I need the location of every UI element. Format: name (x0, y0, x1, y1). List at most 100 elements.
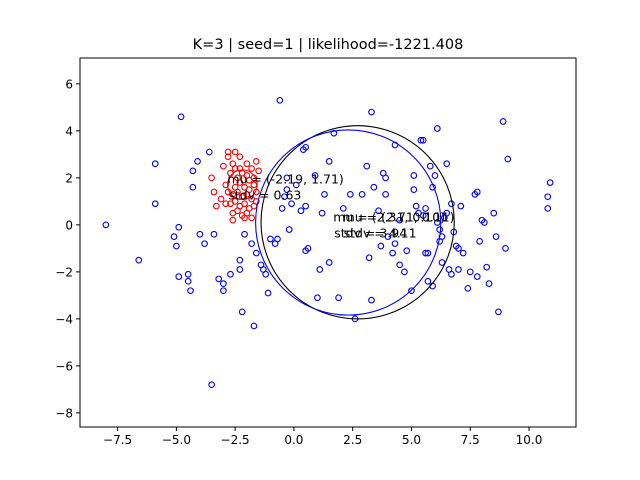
data-point (473, 188, 481, 196)
data-point (276, 96, 284, 104)
data-point (375, 207, 382, 215)
y-tick-label: 0 (65, 218, 73, 232)
data-point (210, 188, 218, 196)
data-point (297, 207, 305, 215)
data-point (401, 268, 408, 276)
data-point (396, 216, 404, 224)
data-point (252, 249, 260, 257)
data-point (278, 205, 286, 212)
data-point (238, 308, 246, 316)
data-point (448, 270, 455, 278)
data-point (492, 233, 500, 240)
data-point (502, 245, 509, 252)
data-point (433, 219, 441, 226)
data-point (318, 209, 326, 217)
y-tick-label: −6 (55, 359, 73, 373)
data-point (495, 308, 502, 316)
data-point (220, 280, 227, 287)
y-tick-label: −4 (55, 312, 73, 326)
data-point (339, 205, 347, 212)
y-tick-label: −8 (55, 406, 73, 420)
component-mu-label: mu = (2.71, 0.11) (343, 209, 455, 224)
data-point (473, 273, 481, 280)
data-point (382, 174, 389, 182)
data-point (212, 202, 220, 210)
data-point (431, 172, 439, 179)
data-point (227, 270, 234, 278)
data-point (102, 221, 110, 229)
data-point (241, 200, 248, 208)
data-point (262, 270, 270, 278)
data-point (455, 245, 462, 252)
data-point (433, 125, 441, 132)
component-labels-layer: mu = (-2.19, 1.71)stdv = 0.63 mu = (2.71,… (227, 172, 454, 241)
component-circles-layer (227, 125, 455, 320)
data-point (325, 158, 333, 165)
y-tick-label: −2 (55, 265, 73, 279)
data-point (224, 153, 232, 161)
data-point (321, 190, 328, 198)
data-point (410, 172, 418, 179)
data-point (436, 226, 444, 233)
data-point (184, 277, 192, 285)
data-point (410, 186, 418, 193)
data-point (403, 247, 411, 255)
data-point (184, 270, 192, 278)
data-point (151, 160, 159, 168)
data-point (389, 249, 396, 257)
component-circle (255, 129, 442, 316)
data-point (419, 136, 427, 144)
data-point (170, 233, 178, 240)
component-std-label: stdv = 4.11 (344, 225, 417, 240)
data-point (424, 277, 432, 285)
data-point (346, 190, 354, 198)
data-point (457, 202, 465, 210)
x-tick-label: 7.5 (461, 433, 480, 447)
data-point (476, 237, 483, 245)
data-point (151, 200, 159, 208)
y-tick-label: 2 (65, 171, 73, 185)
data-point (382, 190, 389, 198)
data-points-layer (102, 96, 554, 389)
data-point (396, 261, 404, 269)
y-tick-label: 4 (65, 124, 73, 138)
data-point (485, 280, 493, 287)
data-point (368, 296, 375, 304)
data-point (438, 259, 446, 266)
data-point (236, 266, 244, 273)
data-point (283, 174, 291, 182)
data-point (365, 254, 373, 262)
data-point (241, 214, 248, 222)
component-circle (260, 125, 455, 320)
data-point (358, 190, 366, 198)
data-point (248, 240, 255, 248)
data-point (252, 198, 260, 205)
data-point (222, 181, 230, 189)
data-point (443, 209, 451, 217)
data-point (384, 233, 392, 240)
data-point (438, 233, 446, 240)
data-point (544, 205, 552, 212)
data-point (175, 223, 183, 231)
data-point (443, 160, 451, 168)
data-point (189, 183, 197, 191)
data-point (248, 165, 255, 172)
x-tick-label: 5.0 (402, 433, 421, 447)
plot-frame (79, 57, 577, 428)
data-point (243, 160, 251, 168)
x-tick-label: 2.5 (343, 433, 362, 447)
x-tick-label: −7.5 (103, 433, 132, 447)
chart-title: K=3 | seed=1 | likelihood=-1221.408 (193, 37, 464, 53)
component-mu-label: mu = (-2.19, 1.71) (227, 172, 343, 187)
data-point (222, 200, 230, 208)
data-point (217, 195, 225, 203)
data-point (370, 183, 378, 191)
data-point (220, 287, 227, 295)
data-point (459, 249, 467, 257)
data-point (250, 322, 258, 330)
data-point (267, 235, 274, 243)
data-point (189, 167, 197, 175)
data-point (201, 240, 208, 248)
data-point (490, 209, 498, 217)
